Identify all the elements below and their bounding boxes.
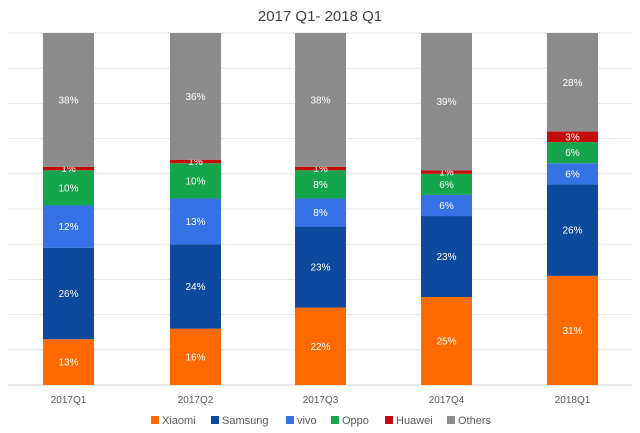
x-tick-label: 2017Q1: [51, 395, 87, 406]
legend-item-others: Others: [447, 415, 492, 427]
data-label-huawei: 1%: [61, 164, 76, 175]
data-label-oppo: 10%: [185, 176, 205, 187]
x-tick-label: 2017Q2: [178, 395, 214, 406]
data-label-huawei: 1%: [313, 164, 328, 175]
legend-swatch: [447, 416, 455, 424]
legend-label: Oppo: [342, 415, 369, 427]
x-tick-label: 2017Q4: [429, 395, 465, 406]
bar-segment-samsung: [421, 216, 472, 297]
data-label-others: 28%: [562, 78, 582, 89]
legend-label: Others: [458, 415, 492, 427]
data-label-huawei: 3%: [565, 132, 580, 143]
bar-segment-huawei: [170, 159, 221, 164]
data-label-vivo: 8%: [313, 208, 328, 219]
data-label-oppo: 8%: [313, 180, 328, 191]
data-label-samsung: 26%: [562, 226, 582, 237]
bar-segment-samsung: [295, 226, 346, 308]
legend-item-samsung: Samsung: [211, 415, 268, 427]
legend-label: vivo: [297, 415, 317, 427]
bar-segment-samsung: [170, 244, 221, 329]
x-tick-label: 2017Q3: [303, 395, 339, 406]
data-label-xiaomi: 31%: [562, 326, 582, 337]
bar-segment-xiaomi: [295, 307, 346, 385]
bar-segment-vivo: [295, 198, 346, 227]
bar-segment-samsung: [547, 184, 598, 276]
legend-swatch: [211, 416, 219, 424]
data-label-huawei: 1%: [188, 157, 203, 168]
bar-segment-oppo: [421, 173, 472, 195]
legend-item-vivo: vivo: [286, 415, 317, 427]
legend-label: Xiaomi: [162, 415, 196, 427]
data-label-oppo: 6%: [565, 148, 580, 159]
x-tick-label: 2018Q1: [555, 395, 591, 406]
data-label-others: 38%: [58, 95, 78, 106]
data-label-xiaomi: 13%: [58, 358, 78, 369]
bar-segment-vivo: [421, 194, 472, 217]
bar-segment-vivo: [170, 198, 221, 245]
bar-segment-others: [43, 33, 94, 167]
legend-label: Samsung: [222, 415, 268, 427]
legend-swatch: [331, 416, 339, 424]
data-label-vivo: 6%: [439, 201, 454, 212]
bar-segment-huawei: [295, 166, 346, 171]
data-label-xiaomi: 22%: [310, 342, 330, 353]
bar-segment-xiaomi: [421, 297, 472, 385]
data-label-samsung: 23%: [436, 252, 456, 263]
bar-segment-huawei: [547, 131, 598, 143]
bars: 13% 26% 12% 10% 1% 38% 16% 24% 13% 10% 1% 36% 22% 23%…: [43, 33, 598, 385]
legend-swatch: [385, 416, 393, 424]
bar-segment-huawei: [421, 170, 472, 174]
data-label-samsung: 23%: [310, 263, 330, 274]
data-label-samsung: 24%: [185, 282, 205, 293]
data-label-xiaomi: 16%: [185, 352, 205, 363]
bar-segment-xiaomi: [170, 328, 221, 385]
bar-segment-vivo: [547, 163, 598, 185]
bar-segment-huawei: [43, 166, 94, 171]
legend-item-huawei: Huawei: [385, 415, 433, 427]
bar-segment-others: [170, 33, 221, 160]
data-label-samsung: 26%: [58, 289, 78, 300]
bar-segment-others: [295, 33, 346, 167]
data-label-others: 36%: [185, 92, 205, 103]
bar-segment-oppo: [295, 170, 346, 199]
legend-item-oppo: Oppo: [331, 415, 369, 427]
bar-segment-vivo: [43, 205, 94, 248]
data-label-huawei: 1%: [439, 168, 454, 179]
data-label-oppo: 10%: [58, 183, 78, 194]
data-label-xiaomi: 25%: [436, 337, 456, 348]
legend-item-xiaomi: Xiaomi: [151, 415, 196, 427]
x-axis: 2017Q1 2017Q2 2017Q3 2017Q4 2018Q1: [51, 395, 591, 406]
legend-label: Huawei: [396, 415, 433, 427]
bar-segment-samsung: [43, 247, 94, 340]
bar-segment-oppo: [547, 142, 598, 164]
bar-segment-xiaomi: [547, 275, 598, 385]
legend: Xiaomi Samsung vivo Oppo Huawei Others: [151, 415, 492, 427]
bar-segment-others: [421, 33, 472, 171]
bar-segment-xiaomi: [43, 339, 94, 385]
bar-segment-oppo: [170, 163, 221, 199]
data-label-others: 38%: [310, 95, 330, 106]
chart-title: 2017 Q1- 2018 Q1: [258, 8, 382, 25]
legend-swatch: [286, 416, 294, 424]
data-label-oppo: 6%: [439, 180, 454, 191]
bar-segment-oppo: [43, 170, 94, 206]
legend-swatch: [151, 416, 159, 424]
data-label-vivo: 12%: [58, 222, 78, 233]
data-label-vivo: 13%: [185, 217, 205, 228]
data-label-others: 39%: [436, 97, 456, 108]
bar-segment-others: [547, 33, 598, 132]
data-label-vivo: 6%: [565, 169, 580, 180]
